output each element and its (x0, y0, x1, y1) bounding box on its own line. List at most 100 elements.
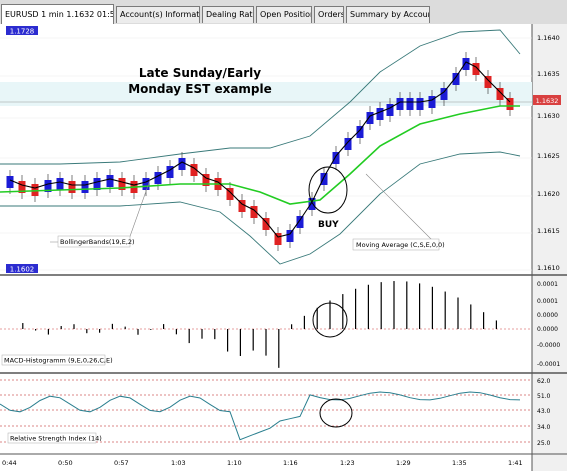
rsi-label-box (7, 432, 97, 444)
time-tick: 0:50 (58, 459, 73, 467)
candle-body (106, 175, 114, 187)
candle-body (178, 158, 186, 170)
rsi-axis-ticks: 62.0 51.0 43.0 34.0 25.0 (537, 378, 551, 447)
rsi-signal-circle (319, 398, 353, 428)
price-line (9, 61, 511, 238)
time-tick: 0:57 (114, 459, 129, 467)
macd-tick: 0.0000 (537, 326, 558, 333)
candle-body (166, 166, 174, 178)
candle-body (68, 181, 76, 193)
macd-tick: -0.0000 (537, 342, 560, 349)
candle-body (142, 178, 150, 190)
annotation-line-1: Late Sunday/Early (139, 66, 261, 80)
time-tick: 1:03 (171, 459, 186, 467)
time-tick: 0:44 (2, 459, 17, 467)
candle-body (250, 206, 258, 218)
bottom-price-tag-text: 1.1602 (10, 266, 35, 274)
moving-average-line (0, 105, 520, 205)
macd-label-box (1, 354, 106, 366)
time-tick: 1:29 (396, 459, 411, 467)
current-price-tag-text: 1.1632 (536, 97, 559, 105)
ma-pointer-line (365, 173, 437, 245)
price-tick: 1.1640 (537, 34, 560, 42)
annotation-line-2: Monday EST example (128, 82, 272, 96)
price-tick: 1.1620 (537, 190, 560, 198)
candle-body (452, 73, 460, 85)
rsi-tick: 25.0 (537, 440, 551, 447)
candle-body (202, 174, 210, 186)
candle-body (376, 108, 384, 120)
candle-body (396, 98, 404, 110)
candle-body (440, 88, 448, 100)
price-tick: 1.1615 (537, 227, 560, 235)
candle-body (496, 88, 504, 100)
candle-body (190, 164, 198, 176)
candle-body (332, 152, 340, 164)
candle-body (344, 138, 352, 150)
bollinger-label-box (57, 235, 131, 248)
time-tick: 1:10 (227, 459, 242, 467)
candle-body (416, 98, 424, 110)
candle-body (238, 200, 246, 212)
bollinger-bands (0, 29, 521, 265)
time-tick: 1:41 (508, 459, 523, 467)
candle-body (320, 173, 328, 185)
rsi-tick: 51.0 (537, 393, 551, 400)
current-price-tag (533, 95, 561, 105)
top-price-tag (6, 26, 38, 35)
candle-body (262, 218, 270, 230)
macd-tick: 0.0001 (537, 281, 558, 288)
candle-body (18, 181, 26, 193)
candle-body (484, 76, 492, 88)
time-tick: 1:35 (452, 459, 467, 467)
macd-tick: 0.0000 (537, 312, 558, 319)
candle-body (472, 63, 480, 75)
candle-body (56, 178, 64, 190)
macd-tick: 0.0001 (537, 298, 558, 305)
rsi-tick: 34.0 (537, 424, 551, 431)
rsi-label: Relative Strength Index (14) (10, 435, 102, 443)
candle-body (274, 233, 282, 245)
candlesticks (6, 52, 514, 251)
time-tick: 1:16 (283, 459, 298, 467)
candle-body (31, 184, 39, 196)
tab-orders[interactable]: Orders (314, 6, 344, 23)
candle-body (428, 96, 436, 108)
price-axis (532, 24, 567, 471)
candle-body (81, 181, 89, 193)
upper-band (0, 29, 521, 165)
lower-band (0, 151, 521, 265)
rsi-tick: 62.0 (537, 378, 551, 385)
bottom-price-tag (6, 264, 38, 273)
tab-account-information[interactable]: Account(s) Information (116, 6, 200, 23)
tab-bar: EURUSD 1 min 1.1632 01:59:00 Account(s) … (0, 0, 567, 25)
macd-axis-ticks: 0.0001 0.0001 0.0000 0.0000 -0.0000 -0.0… (537, 281, 560, 368)
candle-body (406, 98, 414, 110)
chart-canvas[interactable]: 1.1728 1.1602 Late Sunday/Early Monday E… (0, 24, 567, 471)
time-axis: 0:44 0:50 0:57 1:03 1:10 1:16 1:23 1:29 … (2, 459, 523, 467)
buy-label: BUY (318, 220, 339, 230)
ma-label: Moving Average (C,S,E,0,0) (356, 241, 445, 249)
tab-dealing-rates[interactable]: Dealing Rates (202, 6, 254, 23)
bollinger-pointer-line (127, 179, 151, 243)
candle-body (366, 112, 374, 124)
candle-body (286, 230, 294, 242)
price-axis-ticks: 1.1640 1.1635 1.1630 1.1625 1.1620 1.161… (537, 34, 560, 272)
time-tick: 1:23 (340, 459, 355, 467)
moving-averages (0, 61, 520, 238)
tab-summary-by-accounts[interactable]: Summary by Accounts (346, 6, 430, 23)
macd-tick: -0.0001 (537, 361, 560, 368)
candle-body (154, 172, 162, 184)
candle-body (462, 58, 470, 70)
price-tick: 1.1635 (537, 70, 560, 78)
bollinger-label: BollingerBands(19,E,2) (60, 238, 135, 246)
candle-body (118, 178, 126, 190)
tab-open-positions[interactable]: Open Positions (256, 6, 312, 23)
price-tick: 1.1630 (537, 112, 560, 120)
candle-body (308, 198, 316, 210)
tab-chart[interactable]: EURUSD 1 min 1.1632 01:59:00 (1, 4, 114, 24)
top-price-tag-text: 1.1728 (10, 28, 35, 36)
price-tick: 1.1625 (537, 152, 560, 160)
macd-signal-circle (312, 302, 348, 338)
candle-body (356, 126, 364, 138)
